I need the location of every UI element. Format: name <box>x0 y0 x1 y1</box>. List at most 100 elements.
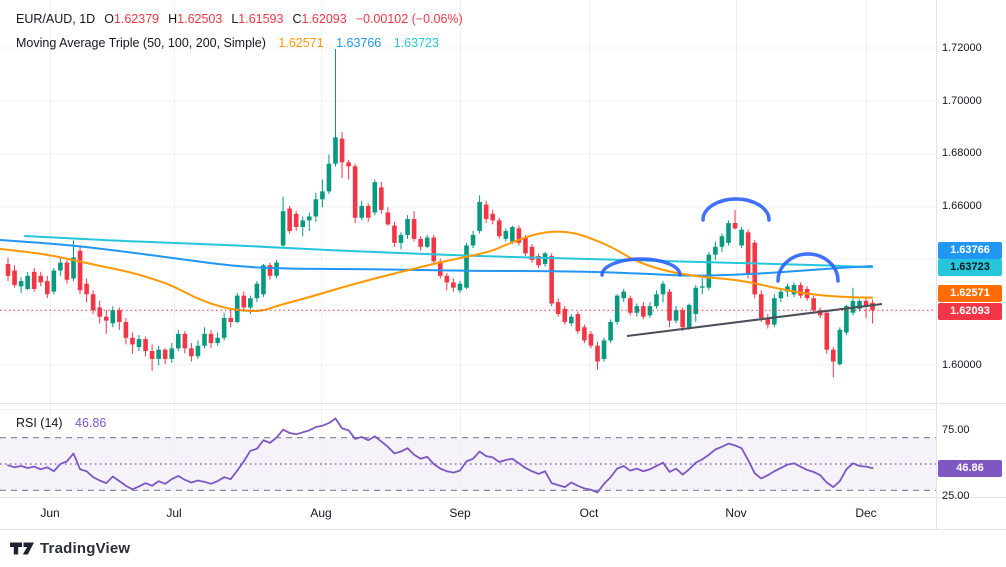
candle-body <box>778 291 784 299</box>
candle-body <box>208 333 214 344</box>
arc-annotation[interactable] <box>600 257 682 277</box>
candle-body <box>798 285 803 296</box>
candle-body <box>189 348 194 357</box>
candle-body <box>634 306 640 313</box>
candle-body <box>90 294 96 311</box>
candle-body <box>398 234 404 243</box>
candle-body <box>680 310 685 328</box>
price-axis-label: 1.72000 <box>942 41 982 54</box>
candle-body <box>831 349 836 362</box>
price-axis-label: 1.68000 <box>942 147 982 160</box>
price-badge-ma100: 1.63766 <box>938 241 1002 259</box>
ohlc-high-value: 1.62503 <box>177 12 223 26</box>
candle-body <box>228 318 233 322</box>
candle-body <box>405 219 410 235</box>
candle-body <box>713 246 718 255</box>
candle-body <box>143 339 148 351</box>
candle-body <box>307 216 312 221</box>
rsi-line[interactable] <box>7 417 874 494</box>
candle-body <box>103 316 109 321</box>
tradingview-logo[interactable]: TradingView <box>10 540 130 557</box>
candle-body <box>58 262 63 271</box>
candle-body <box>464 245 469 288</box>
candle-body <box>25 275 30 289</box>
indicator-title: Moving Average Triple (50, 100, 200, Sim… <box>16 36 266 50</box>
indicator-legend[interactable]: Moving Average Triple (50, 100, 200, Sim… <box>16 36 443 50</box>
candle-body <box>870 302 875 311</box>
candle-body <box>365 205 371 218</box>
annotations[interactable] <box>600 197 883 337</box>
candle-body <box>215 337 220 344</box>
candle-body <box>287 208 292 231</box>
candle-body <box>569 316 574 324</box>
candle-body <box>234 295 240 322</box>
candle-body <box>117 310 122 322</box>
candle-body <box>523 237 528 254</box>
ohlc-open-value: 1.62379 <box>113 12 160 26</box>
symbol-legend[interactable]: EUR/AUD, 1D O1.62379 H1.62503 L1.61593 C1.62… <box>16 12 467 26</box>
candle-body <box>706 254 712 288</box>
candle-body <box>700 286 705 288</box>
candle-body <box>97 307 102 317</box>
candle-body <box>18 281 24 287</box>
candle-body <box>477 201 482 231</box>
candle-body <box>326 163 332 192</box>
candle-body <box>280 211 286 246</box>
ma50-line[interactable] <box>0 230 873 313</box>
ohlc-open-label: O <box>104 12 114 26</box>
candle-body <box>673 310 679 321</box>
candle-body <box>758 294 764 319</box>
ma200-line[interactable] <box>24 235 873 269</box>
rsi-legend[interactable]: RSI (14) 46.86 <box>16 416 110 430</box>
candle-body <box>221 318 227 338</box>
candle-body <box>496 220 502 237</box>
candle-body <box>149 350 155 359</box>
trendline-annotation[interactable] <box>626 303 883 337</box>
candle-body <box>182 333 188 349</box>
candle-body <box>418 238 423 247</box>
candle-body <box>31 271 37 289</box>
candle-body <box>693 287 699 315</box>
candle-body <box>162 349 168 359</box>
candle-body <box>438 261 443 276</box>
candle-body <box>38 275 44 283</box>
candle-body <box>267 265 273 276</box>
ma100-line[interactable] <box>0 239 873 277</box>
candle-body <box>12 270 17 286</box>
candle-body <box>772 298 777 325</box>
candle-body <box>45 281 50 295</box>
candle-body <box>451 282 456 288</box>
price-badge-close: 1.62093 <box>938 302 1002 320</box>
ohlc-high-label: H <box>168 12 178 26</box>
price-badge-ma200: 1.63723 <box>938 258 1002 276</box>
candle-body <box>529 246 535 260</box>
candle-body <box>254 283 260 299</box>
indicator-ma100-value: 1.63766 <box>336 36 382 50</box>
tradingview-logo-text: TradingView <box>40 540 131 557</box>
time-axis-label-nov: Nov <box>725 506 747 520</box>
rsi-axis-label: 75.00 <box>942 424 970 436</box>
candle-body <box>601 340 607 359</box>
candle-body <box>424 237 430 247</box>
candle-body <box>77 250 83 291</box>
candle-body <box>536 256 541 266</box>
rsi-badge: 46.86 <box>938 459 1002 477</box>
candle-body <box>555 302 561 315</box>
candle-body <box>110 310 116 324</box>
candle-body <box>765 318 771 325</box>
arc-annotation[interactable] <box>701 197 771 222</box>
candle-body <box>333 137 338 164</box>
price-axis-label: 1.70000 <box>942 94 982 107</box>
candle-body <box>516 228 522 243</box>
candle-body <box>51 270 57 292</box>
candle-body <box>293 213 299 228</box>
arc-annotation[interactable] <box>776 252 840 283</box>
candle-body <box>490 213 495 221</box>
time-axis-label-dec: Dec <box>855 506 877 520</box>
candle-body <box>352 166 358 218</box>
candle-body <box>503 230 509 239</box>
candle-body <box>248 298 253 308</box>
grid <box>0 0 936 498</box>
candle-body <box>791 285 797 295</box>
